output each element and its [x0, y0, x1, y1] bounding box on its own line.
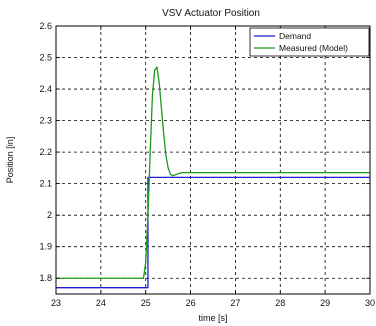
x-tick-label: 27	[230, 298, 240, 308]
x-tick-label: 23	[51, 298, 61, 308]
y-tick-label: 2.6	[39, 21, 52, 31]
x-tick-label: 24	[96, 298, 106, 308]
x-tick-label: 25	[141, 298, 151, 308]
y-tick-label: 1.8	[39, 273, 52, 283]
x-tick-label: 28	[275, 298, 285, 308]
y-tick-label: 2.5	[39, 53, 52, 63]
y-tick-label: 1.9	[39, 242, 52, 252]
series-line-demand	[56, 176, 370, 289]
legend: Demand Measured (Model)	[249, 27, 370, 57]
x-tick-label: 26	[186, 298, 196, 308]
y-tick-labels: 1.8 1.9 2 2.1 2.2 2.3 2.4 2.5 2.6	[39, 21, 52, 283]
plot-area	[55, 25, 371, 295]
legend-box	[249, 27, 370, 57]
y-tick-label: 2.2	[39, 147, 52, 157]
legend-label-demand: Demand	[279, 31, 311, 41]
x-tick-label: 29	[320, 298, 330, 308]
y-axis-label: Position [in]	[5, 137, 15, 184]
x-axis-label: time [s]	[198, 313, 227, 323]
y-tick-label: 2	[47, 210, 52, 220]
legend-label-measured: Measured (Model)	[279, 43, 348, 53]
chart-title: VSV Actuator Position	[162, 8, 260, 19]
x-tick-labels: 23 24 25 26 27 28 29 30	[51, 298, 375, 308]
grid-lines	[56, 26, 370, 294]
y-tick-label: 2.4	[39, 84, 52, 94]
plot-frame	[55, 25, 371, 295]
y-tick-label: 2.3	[39, 116, 52, 126]
y-tick-label: 2.1	[39, 179, 52, 189]
series-line-measured	[56, 66, 370, 279]
x-tick-label: 30	[365, 298, 375, 308]
series-layer	[56, 66, 370, 289]
